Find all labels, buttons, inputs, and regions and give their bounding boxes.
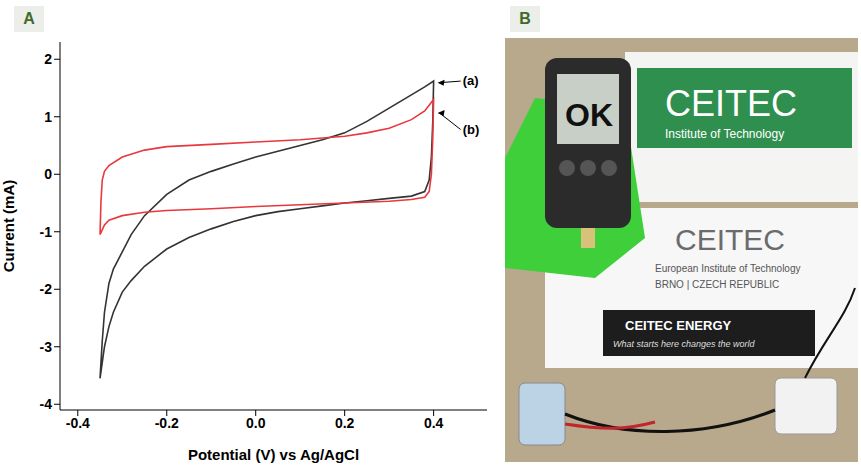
svg-text:-0.4: -0.4: [66, 415, 90, 431]
svg-text:CEITEC: CEITEC: [665, 83, 797, 124]
html-text:A: A: [23, 10, 35, 27]
svg-text:(b): (b): [463, 122, 480, 137]
svg-text:BRNO | CZECH REPUBLIC: BRNO | CZECH REPUBLIC: [655, 279, 779, 290]
svg-text:-0.2: -0.2: [155, 415, 179, 431]
svg-text:CEITEC: CEITEC: [675, 223, 785, 256]
svg-text:0.2: 0.2: [335, 415, 355, 431]
svg-text:0: 0: [44, 166, 52, 182]
svg-text:0.0: 0.0: [246, 415, 266, 431]
svg-text:(a): (a): [463, 73, 479, 88]
svg-text:-4: -4: [40, 396, 53, 412]
svg-text:-3: -3: [40, 339, 53, 355]
svg-text:-1: -1: [40, 224, 53, 240]
svg-text:European Institute of Technolo: European Institute of Technology: [655, 263, 800, 274]
svg-text:0.4: 0.4: [424, 415, 444, 431]
svg-text:OK: OK: [565, 97, 613, 133]
svg-text:Institute of Technology: Institute of Technology: [665, 127, 784, 141]
svg-text:Potential (V) vs Ag/AgCl: Potential (V) vs Ag/AgCl: [188, 446, 359, 463]
html-text:B: B: [519, 10, 531, 27]
svg-text:What starts here changes the w: What starts here changes the world: [613, 339, 756, 349]
svg-text:CEITEC ENERGY: CEITEC ENERGY: [625, 318, 732, 333]
svg-text:2: 2: [44, 51, 52, 67]
svg-text:Current (mA): Current (mA): [0, 180, 17, 273]
svg-text:1: 1: [44, 109, 52, 125]
svg-text:-2: -2: [40, 281, 53, 297]
